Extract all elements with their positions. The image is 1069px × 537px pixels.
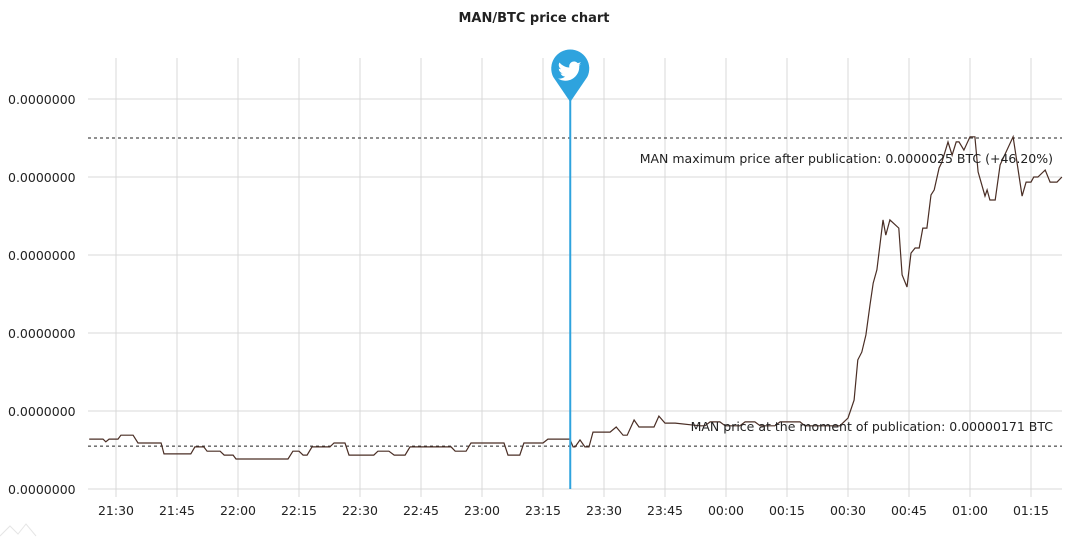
y-tick-label: 0.0000000 [8, 326, 76, 341]
x-tick-label: 21:30 [98, 503, 134, 518]
x-tick-label: 01:00 [952, 503, 988, 518]
y-tick-label: 0.0000000 [8, 170, 76, 185]
x-tick-label: 01:15 [1013, 503, 1049, 518]
publication-marker[interactable] [551, 49, 590, 489]
x-tick-label: 23:45 [647, 503, 683, 518]
x-tick-label: 00:00 [708, 503, 744, 518]
x-tick-label: 21:45 [159, 503, 195, 518]
x-tick-label: 00:15 [769, 503, 805, 518]
reference-lines [88, 137, 1062, 447]
x-tick-label: 00:30 [830, 503, 866, 518]
publication-price-label: MAN price at the moment of publication: … [691, 419, 1054, 434]
y-tick-label: 0.0000000 [8, 404, 76, 419]
x-tick-label: 23:15 [525, 503, 561, 518]
watermark-logo-icon [0, 523, 37, 537]
twitter-bird-icon [557, 61, 582, 81]
max-price-label: MAN maximum price after publication: 0.0… [640, 151, 1053, 166]
y-axis: 0.0000000 0.0000000 0.0000000 0.0000000 0.00… [8, 92, 76, 497]
x-tick-label: 00:45 [891, 503, 927, 518]
price-line [89, 134, 1063, 460]
x-tick-label: 22:00 [220, 503, 256, 518]
series-layer [89, 134, 1063, 460]
x-tick-label: 22:15 [281, 503, 317, 518]
x-tick-label: 22:30 [342, 503, 378, 518]
x-tick-label: 23:30 [586, 503, 622, 518]
y-tick-label: 0.0000000 [8, 92, 76, 107]
y-tick-label: 0.0000000 [8, 248, 76, 263]
x-tick-label: 23:00 [464, 503, 500, 518]
y-tick-label: 0.0000000 [8, 482, 76, 497]
x-tick-label: 22:45 [403, 503, 439, 518]
annotations: MAN maximum price after publication: 0.0… [640, 151, 1054, 434]
grid [88, 58, 1062, 497]
chart-title: MAN/BTC price chart [458, 11, 609, 26]
x-axis: 21:30 21:45 22:00 22:15 22:30 22:45 23:00 23:15… [98, 503, 1049, 518]
